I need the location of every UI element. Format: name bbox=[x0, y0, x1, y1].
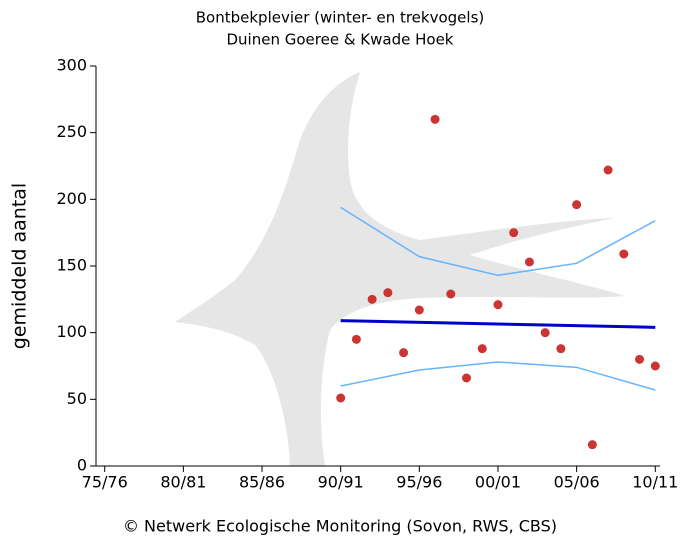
x-tick-label: 85/86 bbox=[239, 473, 285, 492]
x-tick-label: 75/76 bbox=[82, 473, 128, 492]
y-tick-label: 100 bbox=[56, 322, 87, 341]
x-tick-label: 95/96 bbox=[396, 473, 442, 492]
data-point bbox=[651, 362, 660, 371]
data-point bbox=[509, 228, 518, 237]
y-tick-label: 300 bbox=[56, 56, 87, 75]
data-point bbox=[478, 344, 487, 353]
data-point bbox=[541, 328, 550, 337]
x-tick-label: 90/91 bbox=[318, 473, 364, 492]
data-point bbox=[431, 115, 440, 124]
footer: © Netwerk Ecologische Monitoring (Sovon,… bbox=[123, 517, 557, 536]
data-point bbox=[588, 440, 597, 449]
x-tick-label: 80/81 bbox=[160, 473, 206, 492]
data-point bbox=[525, 258, 534, 267]
data-point bbox=[493, 300, 502, 309]
chart-subtitle: Duinen Goeree & Kwade Hoek bbox=[227, 31, 454, 49]
data-point bbox=[462, 374, 471, 383]
data-point bbox=[556, 344, 565, 353]
data-point bbox=[368, 295, 377, 304]
data-point bbox=[604, 166, 613, 175]
data-point bbox=[383, 288, 392, 297]
data-point bbox=[336, 394, 345, 403]
data-point bbox=[572, 200, 581, 209]
x-tick-label: 05/06 bbox=[554, 473, 600, 492]
data-point bbox=[619, 250, 628, 259]
y-tick-label: 200 bbox=[56, 189, 87, 208]
data-point bbox=[446, 290, 455, 299]
y-tick-label: 150 bbox=[56, 256, 87, 275]
chart-title: Bontbekplevier (winter- en trekvogels) bbox=[196, 9, 485, 27]
chart: Bontbekplevier (winter- en trekvogels) D… bbox=[0, 0, 680, 546]
x-tick-label: 00/01 bbox=[475, 473, 521, 492]
data-point bbox=[415, 306, 424, 315]
x-tick-label: 10/11 bbox=[632, 473, 678, 492]
y-tick-label: 250 bbox=[56, 122, 87, 141]
y-axis-label: gemiddeld aantal bbox=[9, 183, 31, 349]
data-point bbox=[635, 355, 644, 364]
y-tick-label: 50 bbox=[67, 389, 87, 408]
data-point bbox=[352, 335, 361, 344]
data-point bbox=[399, 348, 408, 357]
